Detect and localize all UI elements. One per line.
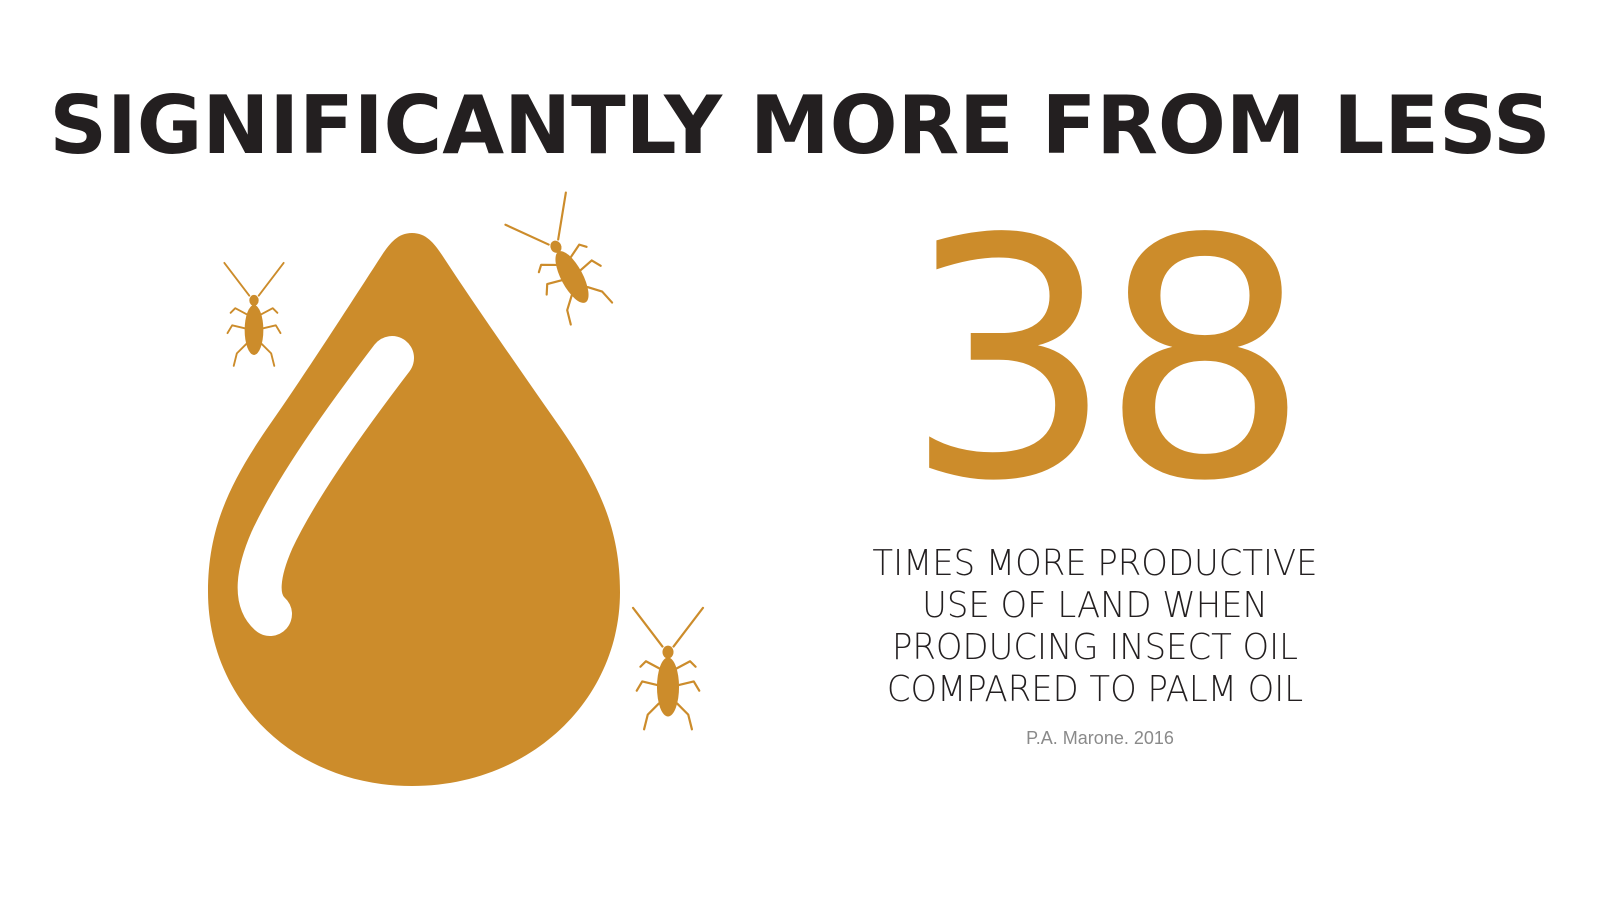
stat-description: TIMES MORE PRODUCTIVE USE OF LAND WHEN P… (815, 543, 1375, 711)
stat-description-line: COMPARED TO PALM OIL (886, 669, 1304, 710)
source-citation: P.A. Marone. 2016 (1026, 728, 1174, 748)
oil-drop-icon (208, 233, 620, 786)
stat-value: 38 (904, 169, 1310, 553)
stat-description-line: TIMES MORE PRODUCTIVE (872, 543, 1318, 584)
cockroach-icon (631, 606, 705, 731)
cockroach-icon (504, 191, 623, 331)
cockroach-icon (223, 261, 285, 367)
page-title: SIGNIFICANTLY MORE FROM LESS (49, 79, 1551, 172)
stat-description-line: PRODUCING INSECT OIL (892, 627, 1298, 668)
stat-description-line: USE OF LAND WHEN (922, 585, 1268, 626)
